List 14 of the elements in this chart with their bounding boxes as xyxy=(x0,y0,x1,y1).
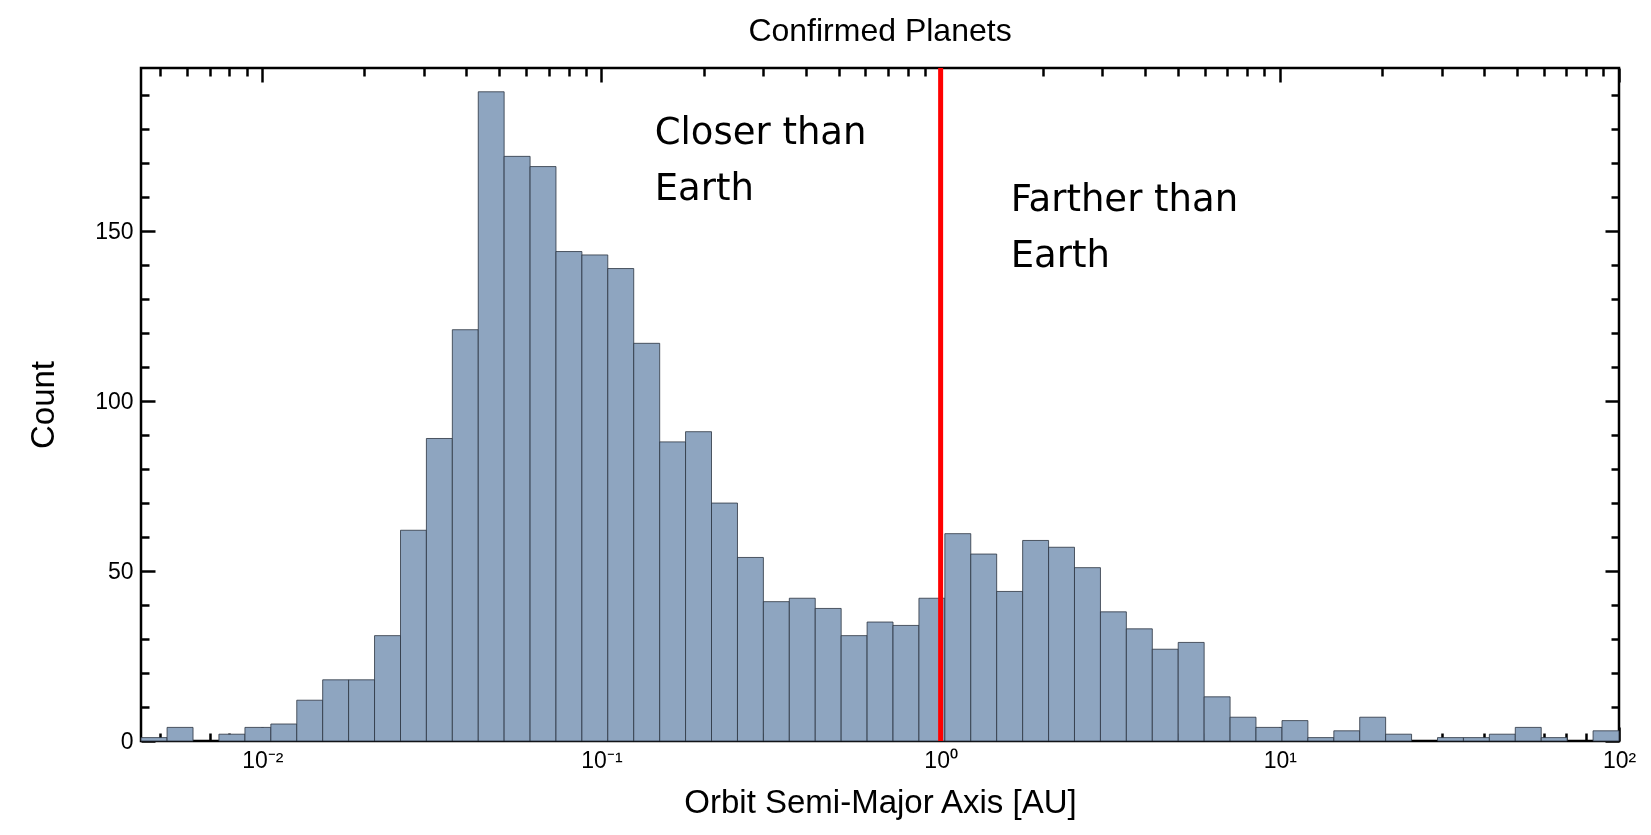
y-tick-label: 0 xyxy=(120,727,134,754)
x-tick-label: 10⁻¹ xyxy=(581,746,623,773)
y-axis-title: Count xyxy=(24,360,62,450)
x-tick-label: 10⁰ xyxy=(924,746,958,773)
y-tick-label: 100 xyxy=(95,387,134,414)
x-tick-label: 10² xyxy=(1602,746,1637,773)
annotation: Farther than Earth xyxy=(1010,177,1239,277)
x-axis-title: Orbit Semi-Major Axis [AU] xyxy=(684,782,1077,820)
x-tick-label: 10¹ xyxy=(1263,746,1298,773)
y-tick-label: 50 xyxy=(107,557,134,584)
annotation: Closer than Earth xyxy=(654,110,867,210)
chart-title: Confirmed Planets xyxy=(748,11,1012,48)
x-tick-label: 10⁻² xyxy=(242,746,284,773)
y-tick-label: 150 xyxy=(95,217,134,244)
